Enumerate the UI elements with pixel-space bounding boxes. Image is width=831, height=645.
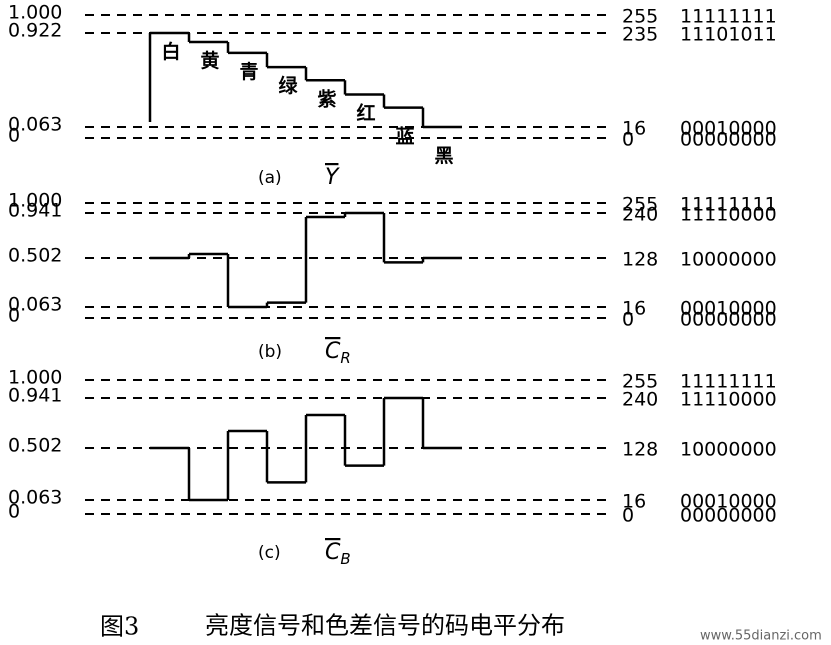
- color-name: 白: [162, 40, 181, 63]
- level-binary: 11111111: [680, 194, 777, 216]
- level-value: 0: [8, 125, 20, 147]
- watermark: www.55dianzi.com: [700, 629, 822, 644]
- panel-label: (b): [258, 342, 282, 362]
- signal-name: Y: [325, 165, 340, 190]
- signal-symbol: C: [325, 540, 341, 565]
- level-code: 240: [622, 204, 658, 226]
- level-code: 16: [622, 491, 646, 513]
- level-code: 240: [622, 389, 658, 411]
- level-value: 0.063: [8, 487, 62, 509]
- figure-number: 图3: [100, 613, 139, 641]
- level-code: 255: [622, 371, 658, 393]
- color-name: 黄: [201, 49, 220, 72]
- panel-label: (a): [258, 168, 282, 188]
- level-value: 0.941: [8, 385, 62, 407]
- level-binary: 00010000: [680, 118, 777, 140]
- level-code: 128: [622, 439, 658, 461]
- level-code: 16: [622, 118, 646, 140]
- figure-caption: 亮度信号和色差信号的码电平分布: [205, 613, 565, 640]
- color-name: 红: [357, 102, 376, 125]
- level-code: 0: [622, 505, 634, 527]
- signal-name: CB: [325, 540, 351, 568]
- level-value: 0: [8, 305, 20, 327]
- level-value: 1.000: [8, 2, 62, 24]
- level-value: 0: [8, 501, 20, 523]
- level-binary: 00000000: [680, 505, 777, 527]
- level-binary: 11111111: [680, 371, 777, 393]
- level-binary: 00000000: [680, 129, 777, 151]
- color-name: 青: [240, 61, 259, 83]
- panel-label: (c): [258, 543, 281, 563]
- level-value: 1.000: [8, 367, 62, 389]
- level-code: 0: [622, 309, 634, 331]
- level-value: 1.000: [8, 190, 62, 212]
- level-value: 0.063: [8, 294, 62, 316]
- level-code: 255: [622, 6, 658, 28]
- level-code: 128: [622, 249, 658, 271]
- level-binary: 00010000: [680, 491, 777, 513]
- level-binary: 11111111: [680, 6, 777, 28]
- color-name: 蓝: [396, 125, 415, 148]
- signal-subscript: R: [340, 349, 350, 367]
- level-binary: 11101011: [680, 24, 777, 46]
- color-name: 紫: [318, 88, 337, 110]
- level-code: 16: [622, 298, 646, 320]
- level-value: 0.063: [8, 114, 62, 136]
- level-binary: 11110000: [680, 204, 777, 226]
- signal-subscript: B: [340, 550, 350, 568]
- level-code: 255: [622, 194, 658, 216]
- level-binary: 10000000: [680, 439, 777, 461]
- color-name: 黑: [435, 145, 454, 167]
- level-binary: 00000000: [680, 309, 777, 331]
- signal-name: CR: [325, 339, 351, 367]
- level-value: 0.502: [8, 245, 62, 267]
- level-value: 0.941: [8, 200, 62, 222]
- level-value: 0.922: [8, 20, 62, 42]
- level-binary: 00010000: [680, 298, 777, 320]
- signal-symbol: C: [325, 339, 341, 364]
- level-code: 235: [622, 24, 658, 46]
- level-binary: 10000000: [680, 249, 777, 271]
- signal-symbol: Y: [325, 165, 340, 190]
- color-name: 绿: [279, 74, 299, 97]
- level-value: 0.502: [8, 435, 62, 457]
- level-code: 0: [622, 129, 634, 151]
- level-binary: 11110000: [680, 389, 777, 411]
